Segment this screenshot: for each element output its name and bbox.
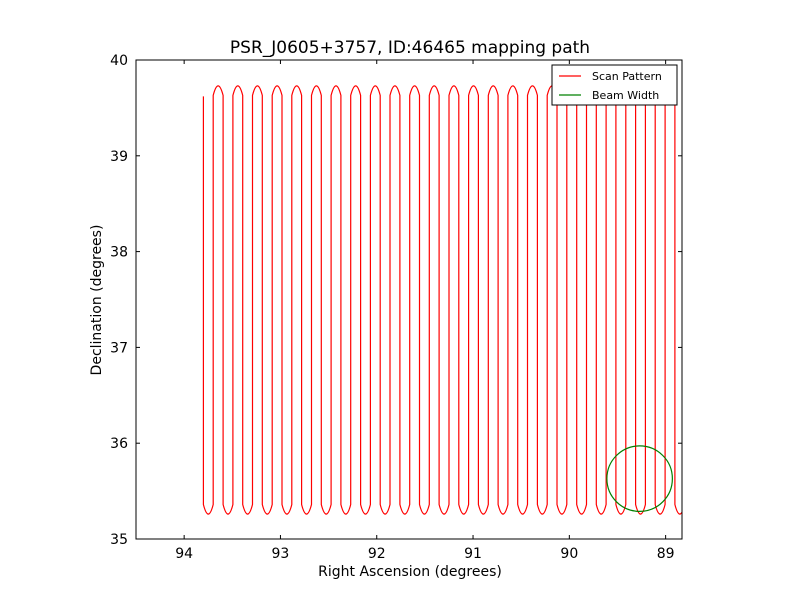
- legend: Scan Pattern Beam Width: [551, 64, 678, 106]
- y-tick-label: 36: [110, 436, 128, 452]
- y-tick-label: 40: [110, 53, 128, 69]
- chart-title: PSR_J0605+3757, ID:46465 mapping path: [230, 38, 590, 58]
- y-tick-label: 37: [110, 340, 128, 356]
- legend-box: [551, 64, 678, 106]
- x-tick-label: 89: [657, 546, 675, 562]
- y-tick-label: 38: [110, 245, 128, 261]
- axis-ticks: 94 93 92 91 90 89 35 36 37 38 39 40: [110, 53, 682, 562]
- y-tick-label: 39: [110, 149, 128, 165]
- y-tick-label: 35: [110, 532, 128, 548]
- y-axis-label: Declination (degrees): [89, 225, 105, 376]
- x-tick-label: 91: [464, 546, 482, 562]
- plot-frame: [135, 59, 683, 540]
- x-tick-label: 94: [175, 546, 193, 562]
- legend-label-scan-pattern: Scan Pattern: [592, 70, 662, 83]
- x-tick-label: 90: [560, 546, 578, 562]
- legend-label-beam-width: Beam Width: [592, 89, 659, 102]
- beam-width-circle: [606, 445, 673, 512]
- x-tick-label: 92: [368, 546, 386, 562]
- x-tick-label: 93: [272, 546, 290, 562]
- x-axis-label: Right Ascension (degrees): [318, 564, 502, 580]
